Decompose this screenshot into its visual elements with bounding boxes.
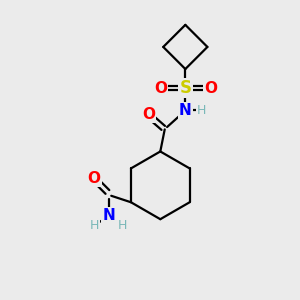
Text: H: H	[89, 219, 99, 232]
Text: S: S	[179, 79, 191, 97]
Text: H: H	[118, 219, 127, 232]
Text: N: N	[179, 103, 192, 118]
Text: H: H	[197, 104, 206, 117]
Text: O: O	[204, 81, 217, 96]
Text: N: N	[103, 208, 115, 223]
Text: O: O	[88, 171, 101, 186]
Text: O: O	[154, 81, 167, 96]
Text: O: O	[142, 107, 155, 122]
